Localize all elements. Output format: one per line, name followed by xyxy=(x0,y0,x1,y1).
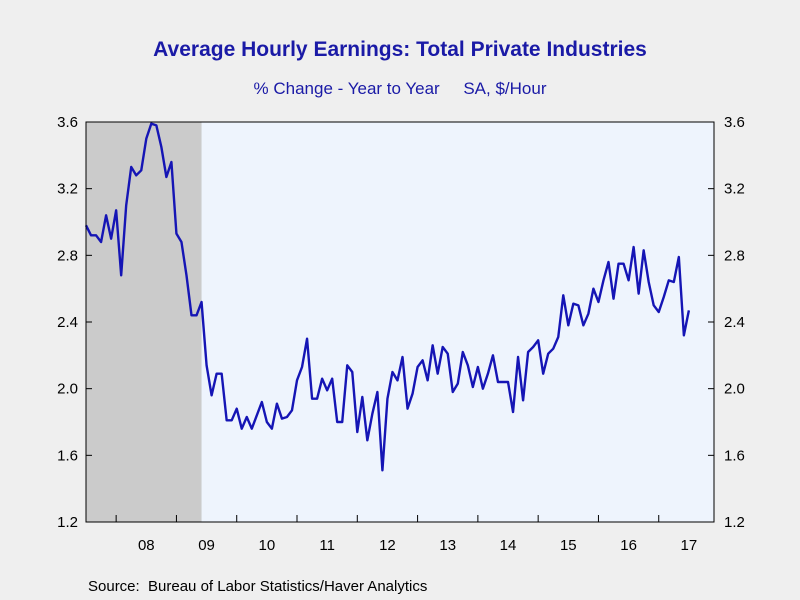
x-tick-label: 15 xyxy=(560,537,577,554)
right-tick-label: 3.2 xyxy=(724,181,745,198)
recession-shade xyxy=(86,122,202,522)
left-axis: 1.2 1.6 2.0 2.4 2.8 3.2 3.6 xyxy=(57,114,92,531)
left-tick-label: 2.4 xyxy=(57,314,78,331)
right-tick-label: 3.6 xyxy=(724,114,745,131)
x-tick-label: 08 xyxy=(138,537,155,554)
source-note: Source: Bureau of Labor Statistics/Haver… xyxy=(88,578,428,595)
plot-frame xyxy=(85,121,715,523)
left-tick-label: 1.6 xyxy=(57,447,78,464)
x-tick-label: 17 xyxy=(681,537,698,554)
left-tick-label: 3.2 xyxy=(57,181,78,198)
x-tick-label: 13 xyxy=(439,537,456,554)
x-tick-label: 09 xyxy=(198,537,215,554)
left-tick-label: 1.2 xyxy=(57,514,78,531)
right-tick-label: 1.6 xyxy=(724,447,745,464)
right-tick-label: 2.8 xyxy=(724,247,745,264)
x-tick-label: 12 xyxy=(379,537,396,554)
x-axis: 08 09 10 11 12 13 14 15 16 17 xyxy=(115,515,698,554)
left-tick-label: 2.0 xyxy=(57,381,78,398)
right-tick-label: 2.0 xyxy=(724,381,745,398)
right-tick-label: 2.4 xyxy=(724,314,745,331)
x-tick-label: 10 xyxy=(259,537,276,554)
x-tick-label: 16 xyxy=(620,537,637,554)
chart-subtitle: % Change - Year to Year SA, $/Hour xyxy=(253,79,547,98)
left-tick-label: 2.8 xyxy=(57,247,78,264)
x-tick-label: 11 xyxy=(319,537,335,554)
chart-title: Average Hourly Earnings: Total Private I… xyxy=(153,38,647,61)
left-tick-label: 3.6 xyxy=(57,114,78,131)
x-tick-label: 14 xyxy=(500,537,517,554)
right-axis: 1.2 1.6 2.0 2.4 2.8 3.2 3.6 xyxy=(708,114,745,531)
right-tick-label: 1.2 xyxy=(724,514,745,531)
